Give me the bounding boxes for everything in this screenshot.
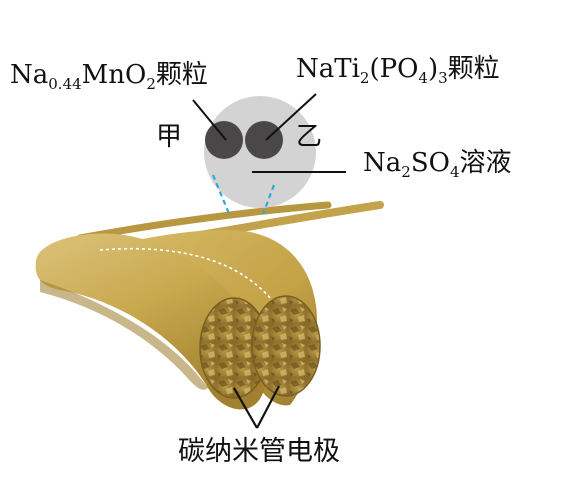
cross-section-right (251, 295, 321, 397)
label-electrode: 碳纳米管电极 (178, 436, 340, 467)
mno2-particle (205, 121, 243, 159)
label-electrolyte: Na2SO4溶液 (363, 148, 512, 181)
label-mno2-particle: Na0.44MnO2颗粒 (10, 60, 208, 93)
label-jia: 甲 (156, 122, 183, 152)
dashed-guide-left (211, 174, 232, 217)
leader-mno2 (192, 99, 227, 141)
thin-fiber-left (76, 201, 332, 242)
fiber-shadow (40, 280, 208, 390)
leader-electrode-left (233, 387, 258, 429)
nati-particle (245, 121, 283, 159)
leader-nati (265, 93, 317, 141)
label-yi: 乙 (296, 122, 323, 152)
leader-electrode-right (256, 385, 280, 429)
label-nati-particle: NaTi2(PO4)3颗粒 (296, 54, 500, 87)
